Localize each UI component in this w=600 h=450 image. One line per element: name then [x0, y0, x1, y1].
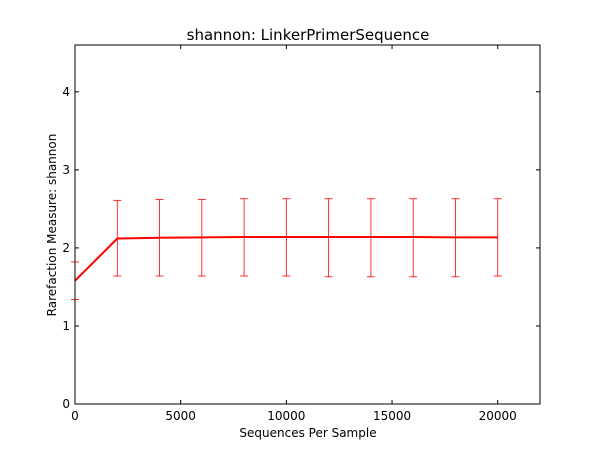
- x-axis-label: Sequences Per Sample: [239, 426, 376, 440]
- y-tick-label: 0: [62, 397, 70, 411]
- x-tick-label: 15000: [373, 409, 411, 423]
- x-tick-label: 0: [71, 409, 79, 423]
- y-tick-label: 4: [62, 85, 70, 99]
- plot-frame: [74, 44, 541, 405]
- x-tick-label: 20000: [479, 409, 517, 423]
- y-axis-label: Rarefaction Measure: shannon: [45, 134, 59, 317]
- y-tick-label: 2: [62, 241, 70, 255]
- plot-marks: [71, 198, 502, 300]
- chart-title: shannon: LinkerPrimerSequence: [187, 26, 430, 44]
- y-tick-label: 3: [62, 163, 70, 177]
- axis-ticks: 0 5000 10000 15000 20000 0 1 2 3 4: [62, 45, 540, 423]
- x-tick-label: 5000: [165, 409, 196, 423]
- y-tick-label: 1: [62, 319, 70, 333]
- series-line: [74, 235, 498, 282]
- x-tick-label: 10000: [267, 409, 305, 423]
